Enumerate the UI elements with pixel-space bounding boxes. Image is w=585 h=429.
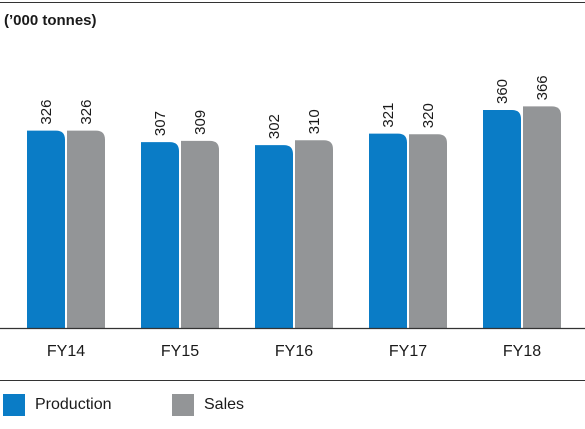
bar-sales-fy14: [67, 130, 105, 328]
value-label-production-fy18: 360: [494, 79, 511, 104]
value-label-production-fy16: 302: [266, 114, 283, 139]
legend-swatch-sales: [172, 394, 194, 416]
value-label-sales-fy18: 366: [534, 75, 551, 100]
bar-production-fy14: [27, 130, 65, 328]
bar-sales-fy17: [409, 134, 447, 328]
value-label-production-fy14: 326: [38, 100, 55, 125]
bar-production-fy15: [141, 142, 179, 328]
x-tick-label-fy16: FY16: [275, 343, 313, 360]
legend-label-production: Production: [35, 396, 112, 413]
value-label-production-fy17: 321: [380, 103, 397, 128]
bar-production-fy17: [369, 133, 407, 328]
value-label-production-fy15: 307: [152, 111, 169, 136]
legend-production: Production: [3, 394, 112, 416]
value-label-sales-fy15: 309: [192, 110, 209, 135]
unit-label: (’000 tonnes): [4, 12, 97, 29]
x-tick-label-fy18: FY18: [503, 343, 541, 360]
x-tick-label-fy14: FY14: [47, 343, 85, 360]
bar-production-fy18: [483, 110, 521, 329]
legend-label-sales: Sales: [204, 396, 245, 413]
value-label-sales-fy14: 326: [78, 100, 95, 125]
bar-sales-fy18: [523, 106, 561, 329]
bar-production-fy16: [255, 145, 293, 328]
legend-swatch-production: [3, 394, 25, 416]
x-tick-label-fy15: FY15: [161, 343, 199, 360]
value-label-sales-fy16: 310: [306, 109, 323, 134]
x-tick-label-fy17: FY17: [389, 343, 427, 360]
bar-sales-fy16: [295, 140, 333, 328]
bar-sales-fy15: [181, 140, 219, 328]
legend-sales: Sales: [172, 394, 244, 416]
value-label-sales-fy17: 320: [420, 103, 437, 128]
